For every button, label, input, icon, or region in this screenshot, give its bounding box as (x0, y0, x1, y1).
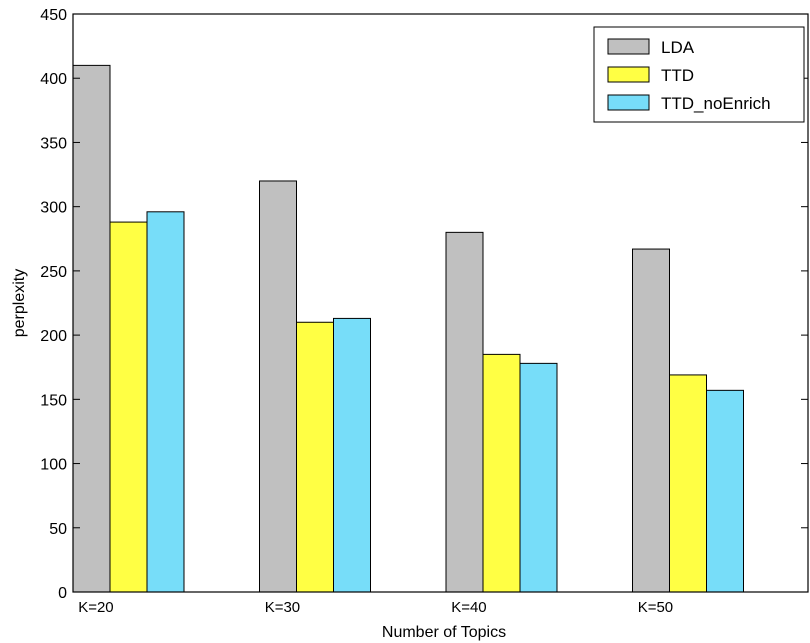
x-axis-title: Number of Topics (382, 624, 506, 641)
plot-frame (72, 13, 809, 593)
bar-lda-k50 (632, 248, 670, 593)
y-axis: 0 50 100 150 200 250 300 350 400 450 (40, 7, 808, 602)
y-tick-label: 100 (40, 457, 67, 474)
y-tick-label: 150 (40, 392, 67, 409)
bar-ttd-noenrich-k50 (706, 389, 744, 593)
y-tick-label: 0 (58, 585, 67, 602)
bar-lda-k40 (445, 231, 484, 593)
y-tick-label: 350 (40, 135, 67, 152)
bar-lda-k20 (72, 64, 111, 593)
y-tick-label: 200 (40, 328, 67, 345)
y-tick-label: 300 (40, 200, 67, 217)
bar-ttd-k40 (482, 353, 521, 593)
legend-swatch (607, 38, 650, 55)
y-axis-title: perplexity (11, 269, 28, 337)
x-axis: K=20 K=30 K=40 K=50 (78, 599, 673, 616)
bars-group (72, 64, 744, 593)
x-tick-label: K=30 (265, 599, 300, 616)
legend-swatch (607, 66, 650, 83)
bar-ttd-k30 (296, 321, 334, 593)
legend-label: TTD (661, 66, 694, 85)
legend-swatch (607, 94, 650, 111)
legend-label: LDA (661, 38, 695, 57)
x-tick-label: K=50 (638, 599, 673, 616)
y-tick-label: 50 (49, 521, 67, 538)
bar-ttd-noenrich-k30 (333, 317, 371, 593)
y-tick-label: 450 (40, 7, 67, 24)
bar-ttd-noenrich-k20 (146, 211, 185, 593)
bar-lda-k30 (259, 180, 297, 593)
x-tick-label: K=40 (451, 599, 486, 616)
bar-ttd-k20 (109, 221, 148, 593)
x-tick-label: K=20 (78, 599, 113, 616)
y-tick-label: 400 (40, 71, 67, 88)
y-tick-label: 250 (40, 264, 67, 281)
legend-label: TTD_noEnrich (661, 94, 771, 113)
bar-ttd-noenrich-k40 (519, 362, 558, 593)
legend: LDA TTD TTD_noEnrich (593, 26, 805, 123)
bar-ttd-k50 (669, 374, 707, 593)
